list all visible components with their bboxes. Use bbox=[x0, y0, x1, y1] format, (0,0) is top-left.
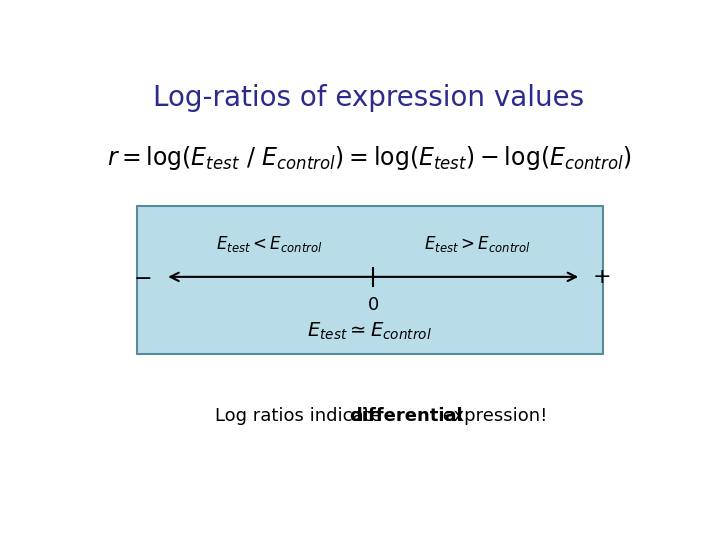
Text: $r = \log(E_{test}\ /\ E_{control}) = \log(E_{test}) - \log(E_{control})$: $r = \log(E_{test}\ /\ E_{control}) = \l… bbox=[107, 144, 631, 172]
Text: differential: differential bbox=[349, 407, 463, 425]
Text: $E_{test} < E_{control}$: $E_{test} < E_{control}$ bbox=[216, 234, 323, 254]
Text: $E_{test} > E_{control}$: $E_{test} > E_{control}$ bbox=[423, 234, 531, 254]
Text: $-$: $-$ bbox=[133, 267, 151, 287]
Text: $E_{test} \simeq E_{control}$: $E_{test} \simeq E_{control}$ bbox=[307, 320, 431, 342]
Text: Log-ratios of expression values: Log-ratios of expression values bbox=[153, 84, 585, 112]
Text: expression!: expression! bbox=[437, 407, 547, 425]
FancyBboxPatch shape bbox=[138, 206, 603, 354]
Text: $0$: $0$ bbox=[367, 295, 379, 314]
Text: Log ratios indicate: Log ratios indicate bbox=[215, 407, 388, 425]
Text: $+$: $+$ bbox=[593, 267, 611, 287]
